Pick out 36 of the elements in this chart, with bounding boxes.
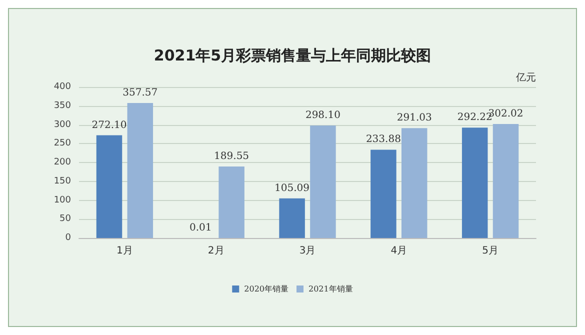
y-tick-label: 150 xyxy=(54,176,72,186)
data-label: 105.09 xyxy=(274,182,310,194)
bar xyxy=(492,124,519,238)
y-tick-label: 200 xyxy=(54,158,72,168)
x-tick-label: 4月 xyxy=(390,246,408,256)
y-tick-label: 400 xyxy=(54,82,72,92)
y-tick-label: 250 xyxy=(54,138,72,149)
y-tick-label: 350 xyxy=(54,100,72,111)
y-tick-label: 300 xyxy=(54,120,72,130)
legend-label: 2021年销量 xyxy=(308,284,353,294)
bar xyxy=(310,125,336,238)
data-label: 189.55 xyxy=(214,150,250,162)
data-label: 292.22 xyxy=(457,112,492,124)
x-tick-label: 1月 xyxy=(116,246,133,256)
x-tick-label: 2月 xyxy=(208,246,224,256)
data-label: 357.57 xyxy=(122,88,158,99)
y-tick-label: 100 xyxy=(54,195,72,206)
bar xyxy=(96,135,122,238)
bar xyxy=(462,128,488,238)
data-label: 272.10 xyxy=(92,120,127,131)
bar xyxy=(218,166,244,238)
y-tick-label: 0 xyxy=(65,233,72,243)
bar xyxy=(279,198,305,238)
data-label: 298.10 xyxy=(305,110,340,121)
bar xyxy=(401,128,428,238)
data-label: 0.01 xyxy=(190,222,212,234)
y-tick-label: 50 xyxy=(60,214,72,224)
data-label: 291.03 xyxy=(396,112,432,124)
data-label: 233.88 xyxy=(366,134,401,146)
bar xyxy=(127,103,154,238)
bar xyxy=(370,150,396,238)
chart-title: 2021年5月彩票销售量与上年同期比较图 xyxy=(154,46,432,64)
legend-label: 2020年销量 xyxy=(244,284,288,294)
x-tick-label: 3月 xyxy=(299,246,316,256)
x-tick-label: 5月 xyxy=(482,246,498,256)
y-axis-title: 亿元 xyxy=(515,72,536,84)
